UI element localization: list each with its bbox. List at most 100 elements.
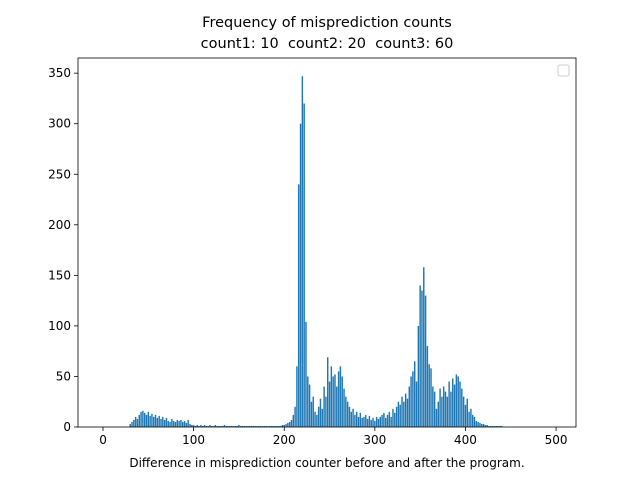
bar [419, 285, 421, 427]
chart-title: Frequency of misprediction counts [202, 15, 452, 31]
x-axis-label: Difference in misprediction counter befo… [129, 456, 524, 470]
bar [129, 423, 131, 427]
bar [158, 415, 160, 427]
bar [350, 411, 353, 427]
bar [354, 414, 356, 427]
bar [290, 419, 293, 427]
bar [220, 425, 222, 427]
bar [287, 422, 289, 427]
bar [218, 425, 220, 427]
bar [486, 424, 488, 427]
bar [412, 371, 414, 427]
bar [214, 424, 217, 427]
bar [415, 381, 418, 427]
bar [256, 425, 258, 427]
bar [384, 417, 387, 427]
bar [455, 374, 458, 427]
bar [192, 424, 195, 427]
bar [203, 424, 206, 427]
bar [359, 412, 362, 427]
bar [497, 425, 499, 427]
bar [308, 384, 311, 427]
bar [368, 415, 371, 427]
bar [303, 103, 305, 427]
bar [345, 396, 347, 427]
bar [330, 366, 333, 427]
bar [254, 425, 256, 427]
bar [176, 419, 179, 427]
bar [442, 386, 445, 427]
bar [162, 416, 164, 427]
x-tick-label: 0 [99, 433, 107, 447]
bar [404, 393, 407, 427]
bar [500, 425, 503, 427]
bar [163, 419, 166, 427]
bar [499, 425, 501, 427]
bar [174, 421, 177, 427]
bar [265, 425, 267, 427]
bar [321, 408, 324, 427]
x-tick-label: 400 [454, 433, 477, 447]
bar [479, 422, 481, 427]
bar [274, 425, 276, 427]
bar [205, 425, 208, 427]
bar [423, 267, 425, 427]
bar [272, 425, 275, 427]
bar [145, 414, 148, 427]
bar [198, 425, 200, 427]
bar [413, 361, 416, 427]
bar [153, 416, 155, 427]
bar [397, 401, 400, 427]
bar [194, 425, 197, 427]
bar [433, 391, 436, 427]
y-tick-label: 100 [48, 319, 71, 333]
bar [383, 412, 385, 427]
bar [185, 422, 188, 427]
bar [134, 416, 137, 427]
bar [180, 419, 182, 427]
bar [470, 408, 472, 427]
bar [209, 424, 211, 427]
bar [379, 416, 382, 427]
bar [138, 414, 140, 427]
bar [305, 321, 307, 427]
y-tick-label: 50 [56, 369, 71, 383]
bar [336, 386, 338, 427]
bar [388, 411, 391, 427]
bar [201, 425, 204, 427]
bar [259, 425, 262, 427]
bar [332, 376, 334, 427]
bar [370, 419, 372, 427]
bar [243, 425, 246, 427]
bar [151, 413, 153, 427]
bar [484, 424, 487, 427]
bar [446, 396, 449, 427]
bar [307, 376, 309, 427]
bar [165, 417, 168, 427]
bar [258, 425, 260, 427]
bar [160, 418, 162, 427]
bar [189, 423, 191, 427]
bar [401, 396, 403, 427]
bar [488, 425, 490, 427]
bar [437, 401, 439, 427]
bar [252, 425, 255, 427]
bar [327, 357, 329, 427]
bar [227, 425, 229, 427]
bar [298, 184, 300, 427]
bar [468, 411, 470, 427]
bar [312, 396, 314, 427]
bar [453, 384, 456, 427]
bar [410, 376, 412, 427]
bar [386, 414, 389, 427]
bar [352, 408, 354, 427]
y-tick-label: 0 [63, 420, 71, 434]
bar [462, 396, 465, 427]
bar [225, 425, 227, 427]
bar [140, 411, 142, 427]
y-tick-label: 350 [48, 66, 71, 80]
bar [270, 425, 273, 427]
bar [450, 391, 452, 427]
bar [183, 420, 186, 427]
